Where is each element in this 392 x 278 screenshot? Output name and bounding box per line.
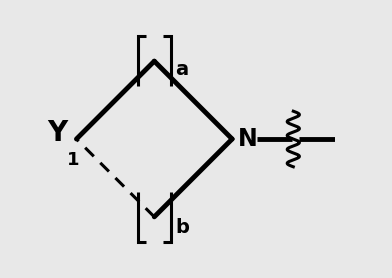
Text: 1: 1 bbox=[67, 151, 80, 169]
Text: Y: Y bbox=[47, 120, 67, 147]
Text: N: N bbox=[238, 127, 257, 151]
Text: a: a bbox=[175, 60, 188, 79]
Text: b: b bbox=[175, 219, 189, 237]
